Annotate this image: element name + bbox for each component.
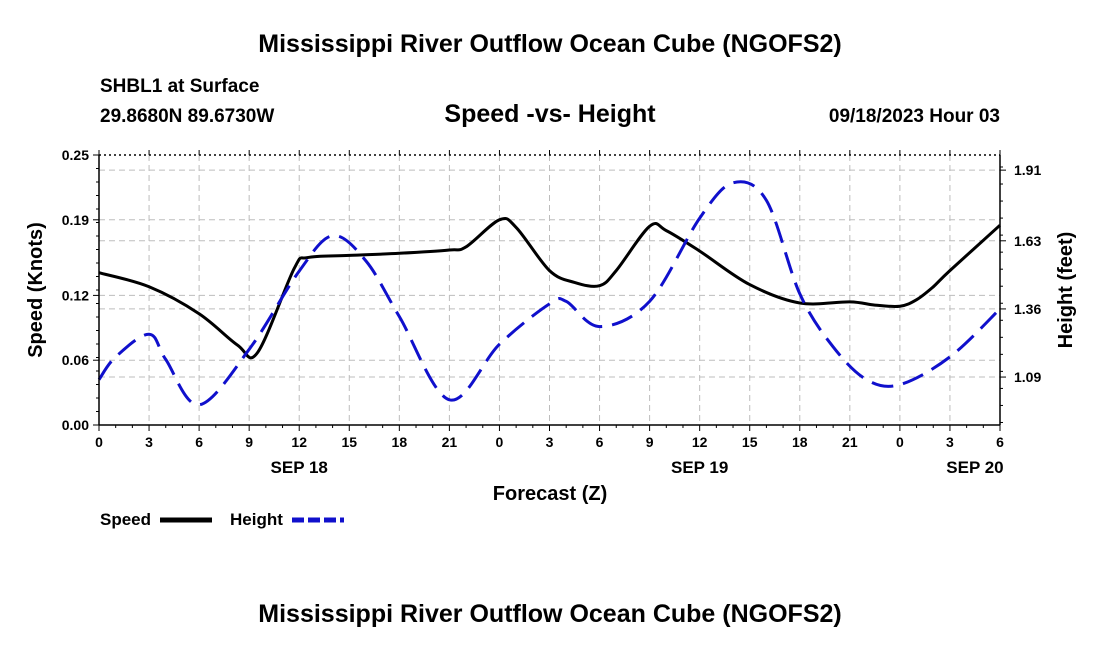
chart-subtitle: Speed -vs- Height [444, 100, 656, 128]
x-tick-label: 18 [392, 434, 408, 450]
y2-tick-label: 1.36 [1014, 301, 1041, 317]
legend-speed-label: Speed [100, 510, 151, 529]
x-tick-label: 15 [341, 434, 357, 450]
x-tick-label: 3 [546, 434, 554, 450]
x-axis-label: Forecast (Z) [493, 483, 607, 505]
x-tick-label: 12 [692, 434, 708, 450]
x-tick-label: 21 [842, 434, 858, 450]
date-label: SEP 18 [271, 458, 328, 477]
axis-ticks [93, 150, 1006, 431]
y2-tick-label: 1.91 [1014, 162, 1041, 178]
legend: Speed Height [100, 510, 344, 529]
y2-axis-label: Height (feet) [1055, 232, 1077, 349]
forecast-datetime: 09/18/2023 Hour 03 [828, 106, 1000, 127]
x-tick-label: 0 [496, 434, 504, 450]
x-tick-label: 18 [792, 434, 808, 450]
series-line-height [97, 180, 1002, 407]
x-tick-label: 9 [245, 434, 253, 450]
x-tick-label: 15 [742, 434, 758, 450]
x-tick-label: 12 [291, 434, 307, 450]
chart-title: Mississippi River Outflow Ocean Cube (NG… [258, 30, 842, 58]
x-tick-label: 3 [946, 434, 954, 450]
y2-tick-label: 1.09 [1014, 369, 1041, 385]
y-tick-label: 0.19 [62, 212, 89, 228]
x-tick-label: 6 [195, 434, 203, 450]
station-coordinates: 29.8680N 89.6730W [100, 106, 275, 127]
x-tick-label: 0 [896, 434, 904, 450]
y-tick-label: 0.25 [62, 147, 89, 163]
y2-tick-label: 1.63 [1014, 233, 1041, 249]
x-tick-label: 0 [95, 434, 103, 450]
legend-height-label: Height [230, 510, 283, 529]
x-tick-label: 3 [145, 434, 153, 450]
y-tick-label: 0.12 [62, 287, 89, 303]
x-tick-label: 9 [646, 434, 654, 450]
x-tick-label: 21 [442, 434, 458, 450]
grid-lines [99, 155, 1000, 425]
x-tick-label: 6 [996, 434, 1004, 450]
station-label: SHBL1 at Surface [100, 76, 260, 97]
footer-title: Mississippi River Outflow Ocean Cube (NG… [258, 600, 842, 628]
y-tick-label: 0.00 [62, 417, 89, 433]
axis-tick-labels: 0 3 6 9 12 15 18 21 0 3 6 9 12 15 18 21 0 3 6 0.00 0.06 0.12 0… [62, 147, 1042, 477]
y-tick-label: 0.06 [62, 352, 89, 368]
date-label: SEP 19 [671, 458, 728, 477]
date-label: SEP 20 [946, 458, 1003, 477]
y-axis-label: Speed (Knots) [25, 222, 47, 358]
x-tick-label: 6 [596, 434, 604, 450]
series-lines [97, 180, 1002, 407]
